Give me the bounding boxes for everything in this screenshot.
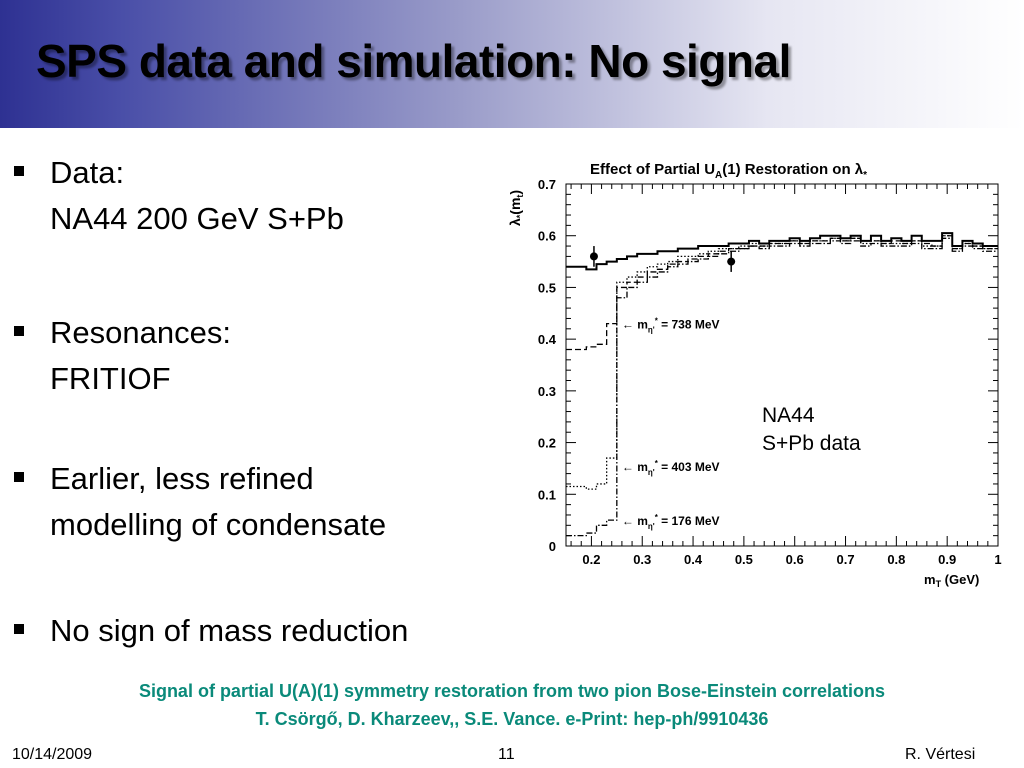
- bullet-text: No sign of mass reduction: [50, 613, 409, 648]
- bullet-text: Resonances:: [50, 315, 231, 350]
- mass-annotation: ← mη'* = 176 MeV: [622, 513, 720, 531]
- bullet-text: NA44 200 GeV S+Pb: [50, 201, 344, 236]
- footer-page-number: 11: [498, 746, 515, 763]
- x-tick-label: 0.8: [887, 552, 905, 567]
- bullet-square-icon: [14, 624, 24, 634]
- title-bar: SPS data and simulation: No signal: [0, 0, 1024, 128]
- x-tick-label: 0.2: [582, 552, 600, 567]
- y-tick-label: 0.1: [538, 487, 556, 502]
- plot-ylabel: λ*(mt): [507, 190, 525, 226]
- footer-date: 10/14/2009: [12, 746, 93, 763]
- x-tick-label: 0.4: [684, 552, 703, 567]
- x-tick-label: 1: [994, 552, 1001, 567]
- plot-title: Effect of Partial UA(1) Restoration on λ…: [590, 161, 867, 181]
- bullet-square-icon: [14, 472, 24, 482]
- x-tick-label: 0.5: [735, 552, 753, 567]
- series-line-dashed: [566, 235, 998, 351]
- y-tick-label: 0.7: [538, 177, 556, 192]
- series-line-dashdot: [566, 237, 998, 537]
- plot-svg: Effect of Partial UA(1) Restoration on λ…: [507, 161, 1002, 589]
- y-tick-label: 0: [549, 539, 556, 554]
- bullet-square-icon: [14, 166, 24, 176]
- y-tick-label: 0.2: [538, 436, 556, 451]
- plot-area: 0 0.1 0.2 0.3 0.4 0.5 0.6 0.7 0.2 0.3 0.4 0.5 0.6 0.7…: [538, 177, 1002, 567]
- x-tick-label: 0.9: [938, 552, 956, 567]
- citation-authors: T. Csörgő, D. Kharzeev,, S.E. Vance. e-P…: [255, 709, 769, 729]
- series-line-dotted: [566, 235, 998, 490]
- y-tick-label: 0.3: [538, 384, 556, 399]
- mass-annotation: ← mη'* = 403 MeV: [622, 459, 720, 477]
- annotation-line: NA44: [762, 404, 815, 427]
- x-tick-label: 0.6: [786, 552, 804, 567]
- series-line-solid: [566, 232, 998, 271]
- plot-xlabel: mT (GeV): [924, 572, 979, 589]
- bullet-text: FRITIOF: [50, 361, 171, 396]
- footer-author: R. Vértesi: [905, 746, 976, 763]
- bullet-square-icon: [14, 326, 24, 336]
- plot-frame: [565, 183, 999, 547]
- y-tick-label: 0.5: [538, 280, 556, 295]
- y-tick-label: 0.4: [538, 332, 557, 347]
- y-tick-label: 0.6: [538, 229, 556, 244]
- mass-annotation: ← mη'* = 738 MeV: [622, 317, 720, 335]
- data-point: [589, 252, 598, 261]
- data-point: [727, 257, 736, 266]
- bullet-text: Data:: [50, 155, 125, 190]
- x-tick-label: 0.3: [633, 552, 651, 567]
- slide-title: SPS data and simulation: No signal: [36, 35, 791, 87]
- bullet-text: modelling of condensate: [50, 507, 387, 542]
- plot-annotation: NA44 S+Pb data: [762, 402, 861, 458]
- bullet-text: Earlier, less refined: [50, 461, 314, 496]
- lambda-plot: Effect of Partial UA(1) Restoration on λ…: [496, 148, 1016, 598]
- x-tick-label: 0.7: [836, 552, 854, 567]
- citation-title: Signal of partial U(A)(1) symmetry resto…: [138, 681, 886, 701]
- annotation-line: S+Pb data: [762, 432, 861, 455]
